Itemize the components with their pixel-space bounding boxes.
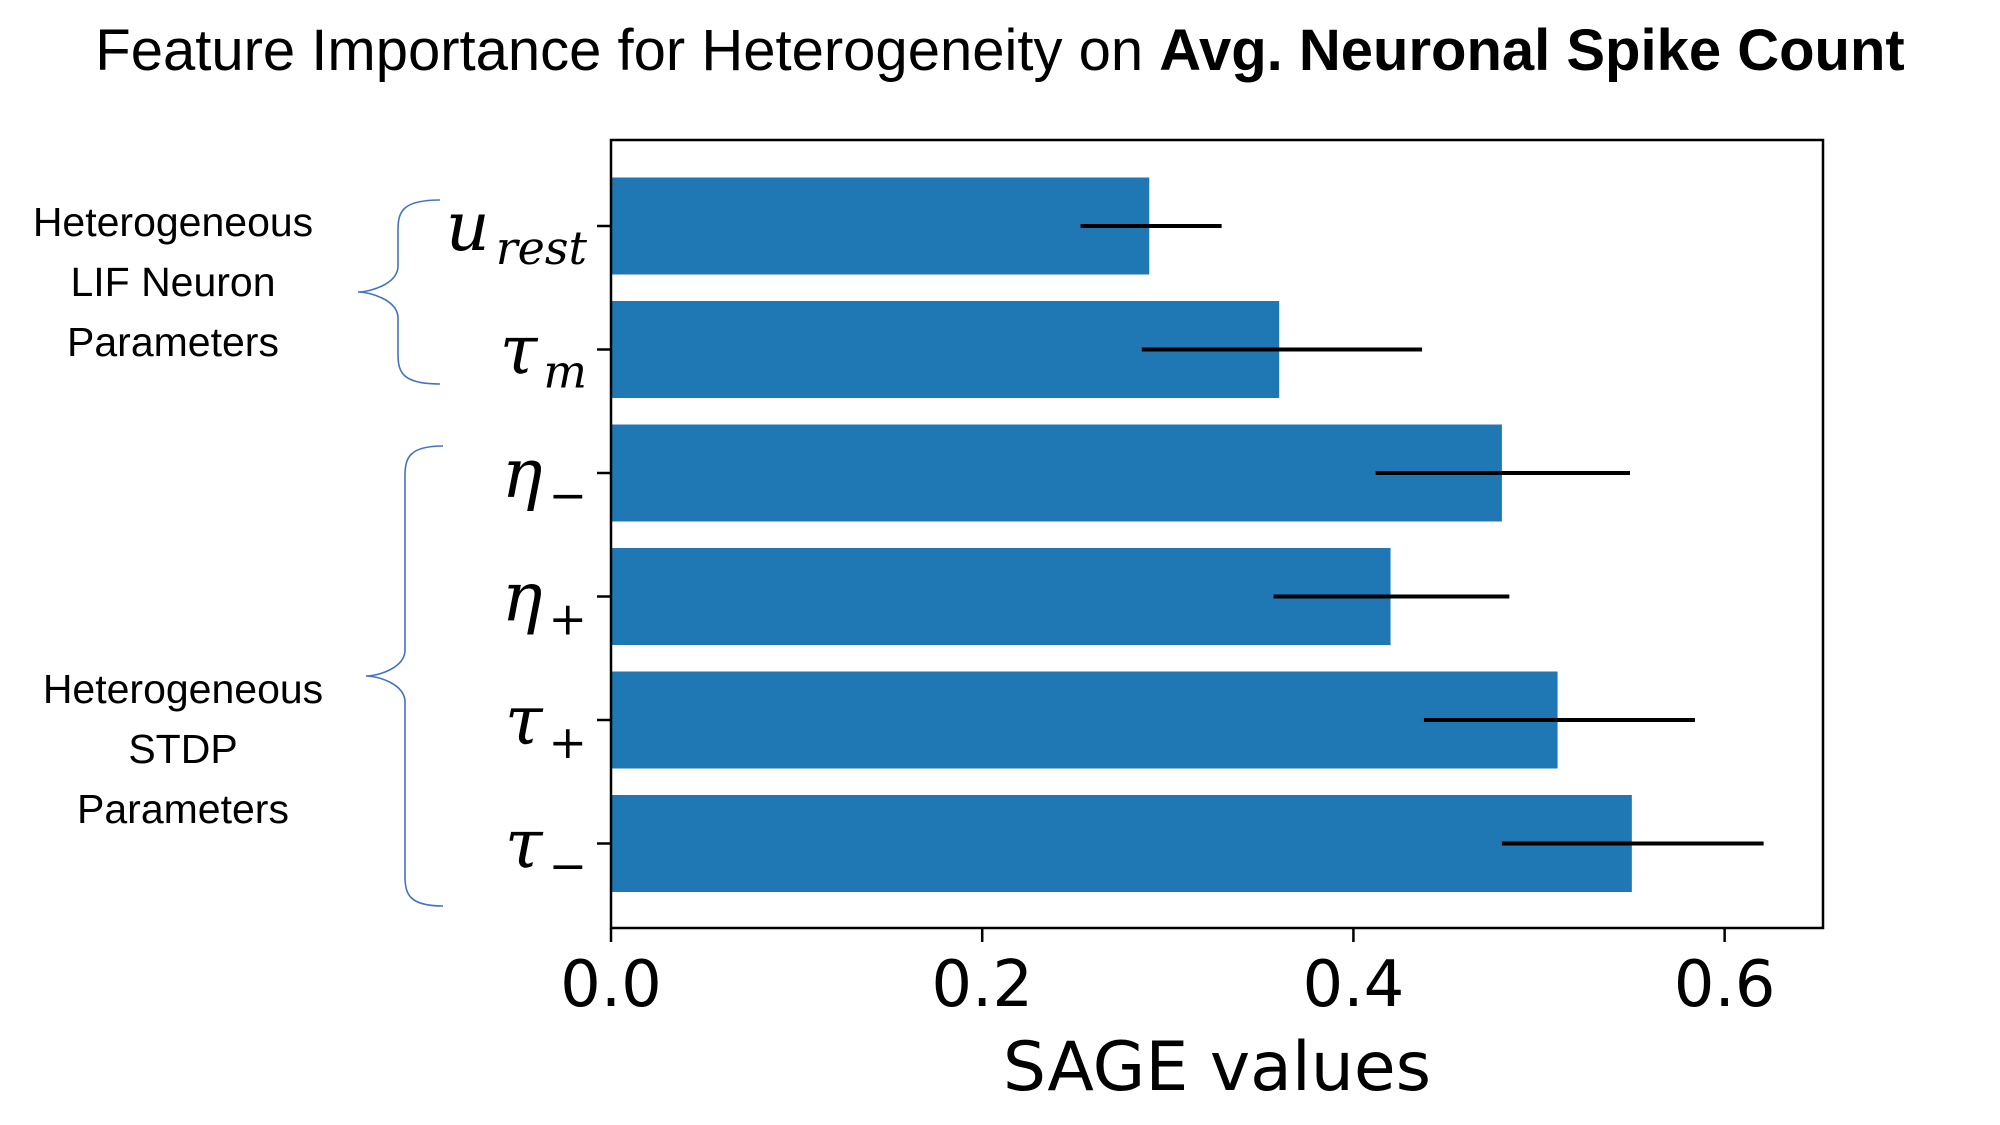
plot-frame (609, 138, 1825, 930)
category-label-sub-1: m (543, 345, 587, 399)
x-axis-label: SAGE values (1003, 1028, 1431, 1107)
bar-4 (611, 671, 1558, 769)
category-label-sub-0: rest (496, 221, 588, 275)
group-label-0-line-1: LIF Neuron (70, 259, 275, 305)
category-label-main-2: η (502, 435, 543, 514)
category-label-sub-2: − (548, 468, 587, 522)
x-tick-label-1: 0.2 (931, 948, 1033, 1022)
bar-3 (611, 548, 1391, 645)
category-label-0: u rest (446, 188, 588, 275)
category-label-3: η + (502, 559, 587, 646)
bar-0 (611, 177, 1150, 275)
group-brace-1 (365, 445, 444, 907)
category-label-main-5: τ (505, 806, 544, 885)
category-label-main-0: u (446, 188, 490, 267)
group-brace-0 (357, 199, 441, 385)
category-label-sub-5: − (548, 839, 587, 893)
x-tick-label-3: 0.6 (1674, 948, 1776, 1022)
category-label-5: τ − (505, 806, 587, 893)
category-label-main-4: τ (505, 682, 544, 761)
category-label-sub-4: + (548, 715, 587, 769)
bars (611, 177, 1632, 892)
x-tick-label-0: 0.0 (560, 948, 662, 1022)
group-label-1-line-1: STDP (128, 726, 237, 772)
bar-5 (611, 795, 1632, 892)
x-tick-label-2: 0.4 (1303, 948, 1405, 1022)
category-label-sub-3: + (548, 592, 587, 646)
chart-title: Feature Importance for Heterogeneity on … (95, 18, 1904, 83)
category-label-2: η − (502, 435, 587, 522)
group-label-0-line-2: Parameters (67, 319, 279, 365)
group-label-1-line-2: Parameters (77, 786, 289, 832)
axis-ticks: 0.0 0.2 0.4 0.6 (560, 224, 1776, 1022)
chart-title-emphasis: Avg. Neuronal Spike Count (1159, 18, 1904, 83)
category-label-main-1: τ (500, 312, 539, 391)
group-annotations: Heterogeneous LIF Neuron Parameters Heterog… (33, 199, 444, 907)
bar-2 (611, 424, 1502, 522)
error-bars (1080, 224, 1764, 846)
chart-title-prefix: Feature Importance for Heterogeneity on (95, 18, 1159, 83)
category-label-4: τ + (505, 682, 587, 769)
group-label-0-line-0: Heterogeneous (33, 199, 313, 245)
group-label-1-line-0: Heterogeneous (43, 666, 323, 712)
category-label-main-3: η (502, 559, 543, 638)
